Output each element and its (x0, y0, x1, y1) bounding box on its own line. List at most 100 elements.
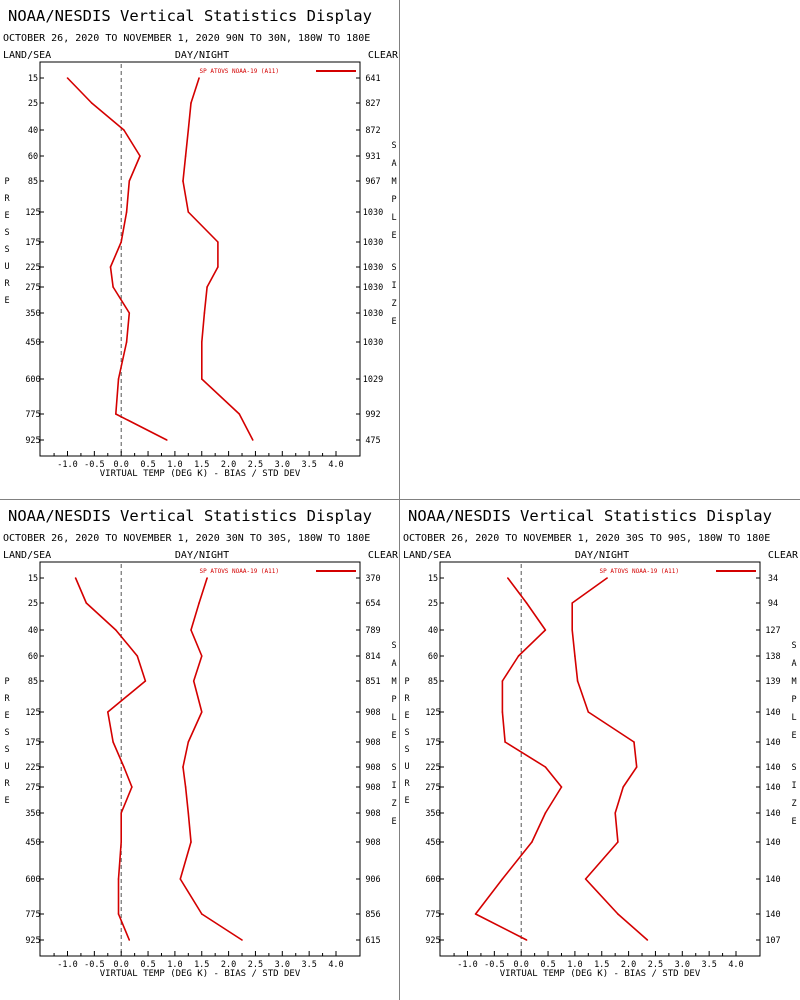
std-dev-point (200, 913, 203, 915)
pressure-level-label: 85 (28, 677, 38, 687)
bias-point (125, 211, 128, 213)
land-sea-label: LAND/SEA (3, 550, 51, 561)
std-dev-point (635, 766, 638, 768)
bias-point (117, 878, 120, 880)
bias-point (544, 766, 547, 768)
std-dev-point (190, 841, 192, 843)
pressure-level-label: 225 (25, 763, 40, 773)
bias-point (117, 913, 120, 915)
pressure-level-label: 925 (25, 436, 40, 446)
std-dev-point (179, 878, 182, 880)
stats-panel-tropics: NOAA/NESDIS Vertical Statistics Display O… (3, 507, 399, 979)
std-dev-point (200, 655, 203, 657)
std-dev-point (198, 602, 200, 604)
sample-size-axis-letter: E (391, 231, 396, 241)
bias-point (123, 766, 125, 768)
pressure-level-label: 40 (428, 626, 438, 636)
std-dev-point (200, 378, 203, 380)
pressure-level-label: 450 (425, 838, 440, 848)
legend-label: SP ATOVS NOAA-19 (A11) (200, 568, 279, 575)
sample-size-axis-letter: S (791, 641, 796, 651)
pressure-level-label: 600 (425, 875, 440, 885)
pressure-level-label: 925 (425, 936, 440, 946)
std-dev-point (617, 913, 619, 915)
std-dev-point (587, 711, 590, 713)
pressure-level-label: 125 (25, 208, 40, 218)
pressure-level-label: 125 (25, 708, 40, 718)
bias-point (166, 439, 168, 441)
pressure-axis-letter: S (4, 728, 9, 738)
pressure-axis-letter: E (404, 711, 409, 721)
std-dev-point (241, 939, 243, 941)
pressure-axis-letter: P (4, 677, 9, 687)
std-dev-point (217, 266, 219, 268)
std-dev-point (187, 741, 190, 743)
pressure-axis-letter: E (404, 796, 409, 806)
bias-point (136, 655, 139, 657)
bias-point (66, 77, 69, 79)
sample-size-axis-letter: E (391, 317, 396, 327)
pressure-level-label: 175 (425, 738, 440, 748)
sample-size-axis-letter: M (391, 677, 396, 687)
bias-point (120, 812, 122, 814)
sample-size-label: 908 (365, 838, 380, 848)
x-tick-label: 1.5 (194, 960, 209, 970)
sample-size-label: 1030 (363, 338, 383, 348)
day-night-label: DAY/NIGHT (175, 550, 229, 561)
sample-size-label: 908 (365, 809, 380, 819)
panel-divider-vertical-top (399, 0, 400, 500)
pressure-axis-letter: E (4, 711, 9, 721)
clear-label: CLEAR (768, 550, 799, 561)
sample-size-axis-letter: Z (391, 299, 396, 309)
pressure-level-label: 350 (25, 809, 40, 819)
bias-point (115, 413, 117, 415)
sample-size-label: 908 (365, 763, 380, 773)
sample-size-label: 140 (765, 783, 780, 793)
sample-size-label: 1030 (363, 263, 383, 273)
std-dev-series-line (179, 577, 243, 941)
std-dev-point (571, 629, 574, 631)
x-tick-label: 1.0 (167, 960, 182, 970)
std-dev-point (203, 312, 206, 314)
pressure-level-label: 125 (425, 708, 440, 718)
pressure-level-label: 225 (425, 763, 440, 773)
sample-size-label: 931 (365, 152, 380, 162)
x-tick-label: 0.5 (140, 960, 155, 970)
std-dev-point (192, 680, 195, 682)
bias-point (125, 341, 128, 343)
clear-label: CLEAR (368, 550, 399, 561)
std-dev-point (184, 786, 187, 788)
sample-size-label: 789 (365, 626, 380, 636)
pressure-axis-letter: R (4, 779, 10, 789)
pressure-level-label: 40 (28, 126, 38, 136)
legend-label: SP ATOVS NOAA-19 (A11) (600, 568, 679, 575)
bias-point (115, 629, 117, 631)
sample-size-label: 475 (365, 436, 380, 446)
plot-frame (39, 61, 361, 457)
x-tick-label: -0.5 (84, 960, 104, 970)
bias-point (531, 841, 533, 843)
clear-label: CLEAR (368, 50, 399, 61)
std-dev-point (606, 577, 608, 579)
x-tick-label: -1.0 (57, 460, 77, 470)
x-tick-label: 0.5 (540, 960, 555, 970)
x-tick-label: -0.5 (84, 460, 104, 470)
std-dev-point (200, 341, 203, 343)
bias-point (501, 878, 504, 880)
pressure-level-label: 775 (25, 410, 40, 420)
plot-frame (39, 561, 361, 957)
pressure-axis-letter: R (404, 779, 410, 789)
x-tick-label: -1.0 (57, 960, 77, 970)
pressure-level-label: 60 (28, 152, 38, 162)
std-dev-point (182, 766, 184, 768)
sample-size-label: 140 (765, 875, 780, 885)
pressure-axis-letter: R (4, 279, 10, 289)
sample-size-axis-letter: A (391, 659, 396, 669)
x-tick-label: 0.0 (514, 960, 529, 970)
sample-size-axis-letter: A (791, 659, 796, 669)
pressure-axis-letter: E (4, 296, 9, 306)
sample-size-axis-letter: M (791, 677, 796, 687)
sample-size-axis-letter: E (791, 731, 796, 741)
std-dev-point (206, 577, 208, 579)
sample-size-label: 139 (765, 677, 780, 687)
